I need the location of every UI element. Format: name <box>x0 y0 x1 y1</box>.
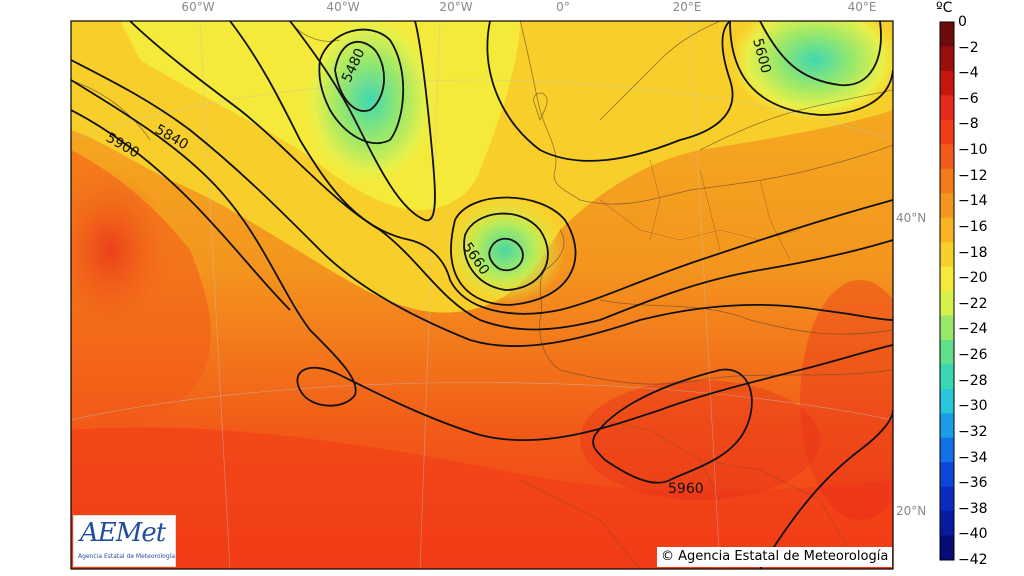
legend-tick-label: −20 <box>958 270 988 287</box>
contour-line <box>463 212 549 291</box>
colorbar-segment <box>940 486 954 512</box>
colorbar-segment <box>940 46 954 72</box>
contour-label-5960: 5960 <box>668 481 704 497</box>
contour-line <box>450 196 577 306</box>
legend-tick-label: −32 <box>958 423 988 440</box>
legend-tick-label: −12 <box>958 167 988 184</box>
colorbar-segment <box>940 119 954 145</box>
contour-line <box>729 21 893 116</box>
contour-line <box>318 28 405 145</box>
legend-tick-label: −6 <box>958 90 979 107</box>
colorbar-segment <box>940 22 954 47</box>
legend-tick-label: −14 <box>958 193 988 210</box>
legend-tick-label: −4 <box>958 65 979 82</box>
legend-unit: ºC <box>936 0 953 16</box>
graticule <box>71 21 893 569</box>
lon-label-0: 0° <box>556 0 570 14</box>
colorbar-segment <box>940 511 954 537</box>
contour-line <box>229 21 893 315</box>
colorbar-segment <box>940 535 954 561</box>
legend-tick-label: −40 <box>958 526 988 543</box>
colorbar-segment <box>940 315 954 341</box>
legend-tick-label: −24 <box>958 321 988 338</box>
colorbar-segment <box>940 339 954 365</box>
contour-line <box>486 21 734 162</box>
map-frame <box>70 20 894 570</box>
lat-label-40n: 40°N <box>896 211 927 225</box>
contour-line <box>759 21 882 86</box>
contour-line <box>71 109 291 311</box>
lon-label-20e: 20°E <box>672 0 702 14</box>
contours <box>71 21 893 569</box>
legend-tick-label: −36 <box>958 475 988 492</box>
legend-tick-label: −2 <box>958 39 979 56</box>
legend-tick-label: −30 <box>958 398 988 415</box>
lat-label-20n: 20°N <box>896 504 927 518</box>
contour-line <box>289 21 436 222</box>
colorbar-segment <box>940 168 954 194</box>
legend-tick-label: −28 <box>958 372 988 389</box>
contour-line <box>129 21 893 331</box>
legend-tick-label: −8 <box>958 116 979 133</box>
lon-label-40w: 40°W <box>326 0 360 14</box>
contour-line <box>71 59 893 347</box>
lon-label-20w: 20°W <box>439 0 473 14</box>
legend-tick-label: −16 <box>958 218 988 235</box>
colorbar-segment <box>940 266 954 292</box>
colorbar <box>939 21 955 561</box>
lon-label-60w: 60°W <box>181 0 215 14</box>
colorbar-segment <box>940 95 954 121</box>
colorbar-segment <box>940 193 954 219</box>
colorbar-segment <box>940 462 954 488</box>
colorbar-frame <box>939 21 955 561</box>
colorbar-segment <box>940 242 954 268</box>
legend-tick-label: −26 <box>958 347 988 364</box>
aemet-logo: AEMet Agencia Estatal de Meteorología <box>73 515 176 567</box>
legend-tick-label: −22 <box>958 295 988 312</box>
colorbar-segment <box>940 144 954 170</box>
logo-subtitle: Agencia Estatal de Meteorología <box>78 553 175 560</box>
legend-tick-label: −34 <box>958 449 988 466</box>
legend-tick-label: −10 <box>958 142 988 159</box>
lon-label-40e: 40°E <box>847 0 877 14</box>
coastlines <box>71 21 893 385</box>
colorbar-segment <box>940 413 954 439</box>
colorbar-segment <box>940 70 954 96</box>
legend-tick-label: −42 <box>958 552 988 568</box>
legend-tick-label: −38 <box>958 500 988 517</box>
copyright-notice: © Agencia Estatal de Meteorología <box>657 547 893 567</box>
colorbar-segment <box>940 437 954 463</box>
cold-core-northeast <box>730 21 893 120</box>
legend-tick-label: 0 <box>958 14 967 30</box>
legend-tick-label: −18 <box>958 244 988 261</box>
colorbar-segment <box>940 291 954 316</box>
colorbar-segment <box>940 364 954 390</box>
colorbar-segment <box>940 388 954 414</box>
contour-line <box>71 79 893 442</box>
contour-line <box>592 368 753 484</box>
contour-line <box>488 237 524 272</box>
contour-line <box>334 40 385 112</box>
logo-text: AEMet <box>80 518 166 548</box>
colorbar-segment <box>940 217 954 243</box>
contour-line <box>759 409 893 569</box>
cold-core-west <box>300 21 440 190</box>
